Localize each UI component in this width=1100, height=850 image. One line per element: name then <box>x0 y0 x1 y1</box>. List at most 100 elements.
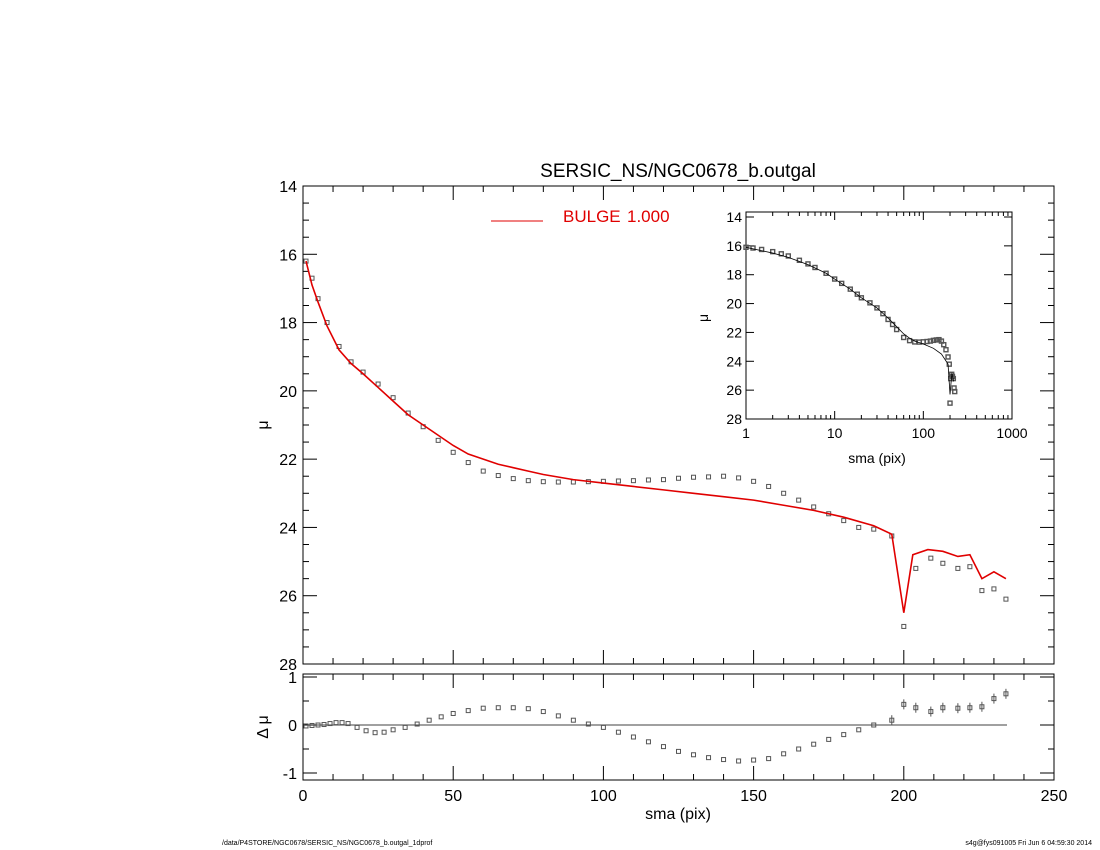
data-point <box>796 497 802 503</box>
data-point <box>691 474 697 480</box>
residual-point <box>721 757 727 763</box>
data-point <box>450 449 456 455</box>
inset-data-point <box>854 291 861 297</box>
residual-point <box>390 727 396 733</box>
residual-point <box>303 723 309 729</box>
inset-data-point <box>867 300 873 306</box>
data-point <box>525 478 531 484</box>
residual-point <box>967 705 973 711</box>
inset-data-point <box>758 246 765 253</box>
inset-data-markers <box>743 244 958 406</box>
residual-point <box>781 751 787 757</box>
data-point <box>766 483 772 489</box>
data-point <box>615 478 621 484</box>
residual-point <box>979 704 985 710</box>
footer-timestamp: s4g@fys091005 Fri Jun 6 04:59:30 2014 <box>965 840 1092 847</box>
inset-data-point <box>947 400 953 406</box>
residual-plot: 10-1 0 50 100 150 200 250 Δ μ sma (pix) <box>255 670 1067 823</box>
inset-data-point <box>847 286 853 292</box>
x-tick-label: 200 <box>890 788 917 805</box>
residual-point <box>339 720 345 726</box>
y-tick-label: 24 <box>279 520 297 537</box>
residual-point <box>630 734 636 740</box>
data-point <box>676 475 681 481</box>
residual-point <box>381 729 387 735</box>
data-point <box>480 468 486 474</box>
residual-point <box>480 705 486 711</box>
data-point <box>465 460 471 466</box>
residual-point <box>345 721 351 727</box>
residual-y-axis-label: Δ μ <box>255 715 272 738</box>
data-point <box>955 565 961 571</box>
residual-point <box>495 705 501 711</box>
inset-data-point <box>831 276 838 282</box>
y-tick-label: -1 <box>283 766 297 783</box>
inset-data-point <box>900 334 907 341</box>
x-tick-label: 10 <box>827 425 843 441</box>
inset-data-point <box>946 361 952 367</box>
residual-point <box>540 709 546 715</box>
x-tick-labels: 0 50 100 150 200 250 <box>299 788 1068 805</box>
inset-data-point <box>941 341 947 348</box>
residual-point <box>309 722 315 728</box>
inset-data-point <box>858 295 865 301</box>
y-tick-label: 16 <box>279 247 297 264</box>
residual-point <box>600 724 606 730</box>
data-point <box>510 476 516 482</box>
y-tick-label: 22 <box>279 452 297 469</box>
legend-value: 1.000 <box>627 207 670 226</box>
residual-point <box>321 722 327 728</box>
data-point <box>781 490 787 496</box>
data-point <box>901 623 907 629</box>
y-tick-label: 18 <box>279 316 297 333</box>
x-tick-label: 50 <box>444 788 462 805</box>
data-point <box>856 524 862 530</box>
residual-data-markers <box>303 688 1009 764</box>
residual-point <box>402 724 408 730</box>
x-tick-label: 100 <box>912 425 936 441</box>
main-profile-plot: 14 16 18 20 22 24 26 28 μ BULGE 1.000 <box>255 179 1055 674</box>
inset-y-axis-label: μ <box>695 314 711 322</box>
y-tick-label: 0 <box>288 718 297 735</box>
y-tick-label: 28 <box>279 657 297 674</box>
residual-point <box>438 714 444 720</box>
inset-y-tick-labels: 14 16 18 20 22 24 26 28 <box>726 209 742 427</box>
residual-tick-marks <box>302 674 1055 780</box>
residual-point <box>871 722 877 728</box>
inset-data-point <box>785 253 792 259</box>
inset-data-point <box>823 270 829 276</box>
data-point <box>991 586 997 592</box>
residual-point <box>691 752 697 758</box>
data-point <box>706 474 712 480</box>
data-point <box>630 478 636 484</box>
residual-point <box>736 758 742 764</box>
residual-point <box>333 720 339 726</box>
y-tick-label: 14 <box>279 179 297 196</box>
residual-point <box>676 748 681 754</box>
residual-point <box>913 705 919 711</box>
residual-point <box>826 736 832 742</box>
data-point <box>841 518 847 524</box>
y-tick-label: 26 <box>279 589 297 606</box>
footer-path: /data/P4STORE/NGC0678/SERSIC_NS/NGC0678_… <box>222 840 433 847</box>
inset-data-point <box>796 257 803 263</box>
inset-data-point <box>838 280 845 287</box>
data-point <box>736 475 742 481</box>
residual-point <box>955 705 961 711</box>
data-point <box>435 437 441 443</box>
residual-point <box>570 717 576 723</box>
y-tick-label: 26 <box>726 382 742 398</box>
residual-y-tick-labels: 1 0 -1 <box>283 670 297 783</box>
x-tick-label: 100 <box>590 788 617 805</box>
data-point <box>979 588 985 594</box>
data-point <box>940 560 946 566</box>
residual-point <box>414 721 420 727</box>
main-model-line <box>305 260 1007 613</box>
data-point <box>1003 596 1009 602</box>
data-point <box>375 381 381 387</box>
main-tick-marks <box>302 185 1055 665</box>
residual-point <box>1003 691 1009 697</box>
residual-point <box>660 744 666 750</box>
inset-data-point <box>952 388 958 395</box>
data-point <box>913 565 919 571</box>
